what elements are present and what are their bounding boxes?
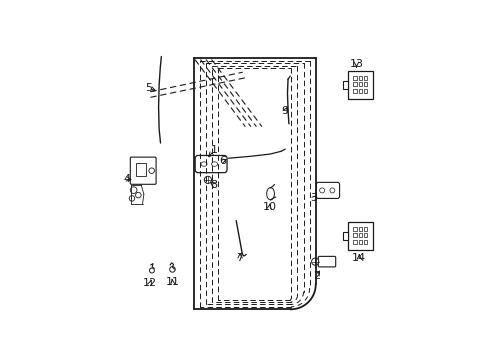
Bar xyxy=(352,240,356,244)
Text: 1: 1 xyxy=(211,145,218,155)
Bar xyxy=(358,89,361,93)
Bar xyxy=(363,76,366,80)
FancyBboxPatch shape xyxy=(318,256,335,267)
Circle shape xyxy=(204,176,211,184)
Text: 8: 8 xyxy=(210,180,217,190)
Text: 5: 5 xyxy=(145,84,152,93)
Bar xyxy=(352,233,356,238)
Bar xyxy=(352,227,356,231)
Text: 6: 6 xyxy=(219,156,225,166)
Circle shape xyxy=(129,195,135,201)
Text: 7: 7 xyxy=(236,253,243,263)
Bar xyxy=(358,82,361,86)
Text: 3: 3 xyxy=(310,193,317,203)
Bar xyxy=(358,233,361,238)
Bar xyxy=(352,82,356,86)
Bar xyxy=(358,240,361,244)
Text: 12: 12 xyxy=(143,278,157,288)
Bar xyxy=(363,82,366,86)
FancyBboxPatch shape xyxy=(316,183,339,198)
Text: 11: 11 xyxy=(165,277,179,287)
Bar xyxy=(363,240,366,244)
Text: 13: 13 xyxy=(349,59,363,69)
FancyBboxPatch shape xyxy=(195,156,226,173)
Bar xyxy=(358,76,361,80)
Bar xyxy=(363,89,366,93)
Bar xyxy=(352,89,356,93)
Bar xyxy=(343,81,347,89)
Ellipse shape xyxy=(211,162,217,166)
Bar xyxy=(358,227,361,231)
FancyBboxPatch shape xyxy=(130,157,156,184)
Bar xyxy=(352,76,356,80)
Circle shape xyxy=(149,268,154,273)
Ellipse shape xyxy=(201,162,207,166)
Text: 14: 14 xyxy=(351,253,366,263)
Circle shape xyxy=(169,267,175,272)
Text: 4: 4 xyxy=(123,174,131,184)
Bar xyxy=(343,232,347,240)
Ellipse shape xyxy=(266,188,274,200)
Circle shape xyxy=(329,188,334,193)
Text: 10: 10 xyxy=(262,202,276,212)
Bar xyxy=(347,71,372,99)
Bar xyxy=(136,163,146,176)
Circle shape xyxy=(135,192,141,198)
Bar xyxy=(363,227,366,231)
Circle shape xyxy=(148,168,154,174)
Text: 2: 2 xyxy=(312,271,320,281)
Bar xyxy=(347,222,372,250)
Bar xyxy=(363,233,366,238)
Circle shape xyxy=(311,258,318,265)
Text: 9: 9 xyxy=(281,106,288,116)
Circle shape xyxy=(130,187,137,193)
Circle shape xyxy=(319,188,324,193)
